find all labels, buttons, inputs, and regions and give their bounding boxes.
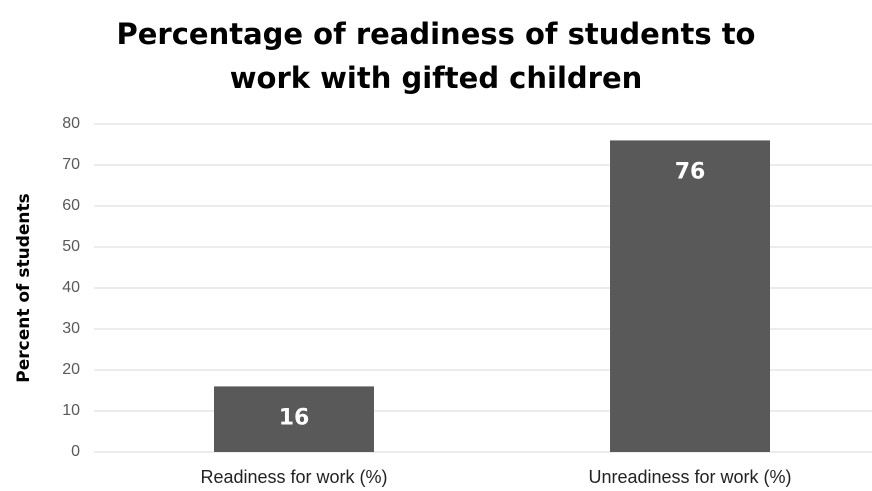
bar xyxy=(214,386,374,452)
y-tick-label: 30 xyxy=(62,320,80,337)
data-label: 16 xyxy=(279,405,310,430)
y-tick-label: 0 xyxy=(71,443,80,460)
x-tick-label: Readiness for work (%) xyxy=(200,467,387,487)
x-tick-label: Unreadiness for work (%) xyxy=(588,467,791,487)
y-tick-label: 60 xyxy=(62,197,80,214)
chart-title: Percentage of readiness of students to w… xyxy=(116,17,756,95)
y-tick-label: 70 xyxy=(62,156,80,173)
data-label: 76 xyxy=(675,159,706,184)
y-tick-label: 10 xyxy=(62,402,80,419)
y-tick-label: 20 xyxy=(62,361,80,378)
y-axis-label: Percent of students xyxy=(14,193,34,383)
y-tick-label: 50 xyxy=(62,238,80,255)
y-tick-label: 80 xyxy=(62,115,80,132)
y-tick-label: 40 xyxy=(62,279,80,296)
bar xyxy=(610,140,770,452)
